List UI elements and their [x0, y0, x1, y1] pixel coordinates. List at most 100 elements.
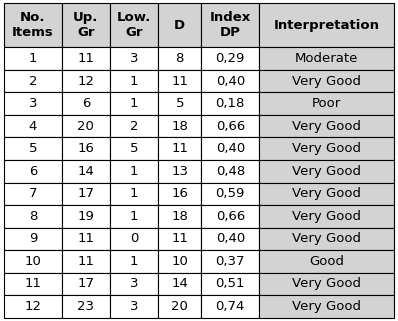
- Text: Index
DP: Index DP: [210, 11, 251, 39]
- Bar: [62, 273, 110, 295]
- Bar: [110, 137, 158, 160]
- Bar: [4, 70, 62, 92]
- Text: Very Good: Very Good: [292, 74, 361, 88]
- Bar: [4, 160, 62, 183]
- Bar: [201, 47, 259, 70]
- Bar: [158, 92, 201, 115]
- Text: 0,18: 0,18: [216, 97, 245, 110]
- Text: 3: 3: [130, 52, 138, 65]
- Bar: [158, 250, 201, 273]
- Bar: [158, 47, 201, 70]
- Bar: [110, 115, 158, 137]
- Bar: [158, 115, 201, 137]
- Text: Up.
Gr: Up. Gr: [73, 11, 99, 39]
- Bar: [4, 115, 62, 137]
- Bar: [110, 228, 158, 250]
- Bar: [201, 160, 259, 183]
- Bar: [4, 92, 62, 115]
- Bar: [62, 47, 110, 70]
- Bar: [158, 3, 201, 47]
- Text: 0,51: 0,51: [216, 277, 245, 291]
- Bar: [259, 3, 394, 47]
- Bar: [4, 183, 62, 205]
- Bar: [158, 70, 201, 92]
- Text: 17: 17: [77, 277, 94, 291]
- Text: 11: 11: [77, 52, 94, 65]
- Bar: [201, 183, 259, 205]
- Bar: [110, 92, 158, 115]
- Bar: [62, 205, 110, 228]
- Bar: [201, 92, 259, 115]
- Text: 11: 11: [171, 74, 188, 88]
- Bar: [158, 183, 201, 205]
- Text: 16: 16: [77, 142, 94, 155]
- Bar: [4, 47, 62, 70]
- Bar: [110, 205, 158, 228]
- Bar: [62, 92, 110, 115]
- Text: Very Good: Very Good: [292, 165, 361, 178]
- Bar: [201, 250, 259, 273]
- Bar: [62, 295, 110, 318]
- Bar: [158, 273, 201, 295]
- Text: 3: 3: [130, 277, 138, 291]
- Text: 8: 8: [176, 52, 184, 65]
- Bar: [259, 183, 394, 205]
- Text: Good: Good: [309, 255, 344, 268]
- Text: 16: 16: [171, 187, 188, 200]
- Text: 0,37: 0,37: [216, 255, 245, 268]
- Text: Very Good: Very Good: [292, 232, 361, 245]
- Bar: [259, 70, 394, 92]
- Bar: [259, 205, 394, 228]
- Bar: [259, 160, 394, 183]
- Text: 11: 11: [171, 232, 188, 245]
- Text: Very Good: Very Good: [292, 142, 361, 155]
- Text: 1: 1: [130, 74, 138, 88]
- Text: 0,40: 0,40: [216, 142, 245, 155]
- Text: 1: 1: [130, 255, 138, 268]
- Text: 0,48: 0,48: [216, 165, 245, 178]
- Text: Moderate: Moderate: [295, 52, 358, 65]
- Text: 20: 20: [77, 120, 94, 133]
- Bar: [259, 47, 394, 70]
- Text: 0,29: 0,29: [216, 52, 245, 65]
- Bar: [201, 115, 259, 137]
- Bar: [62, 3, 110, 47]
- Text: 5: 5: [29, 142, 37, 155]
- Text: No.
Items: No. Items: [12, 11, 54, 39]
- Bar: [110, 47, 158, 70]
- Text: 0,74: 0,74: [216, 300, 245, 313]
- Bar: [259, 250, 394, 273]
- Text: 0,40: 0,40: [216, 74, 245, 88]
- Text: 19: 19: [77, 210, 94, 223]
- Bar: [201, 295, 259, 318]
- Text: Interpretation: Interpretation: [273, 19, 380, 32]
- Bar: [158, 205, 201, 228]
- Text: 0: 0: [130, 232, 138, 245]
- Bar: [158, 295, 201, 318]
- Text: 12: 12: [77, 74, 94, 88]
- Text: 11: 11: [77, 255, 94, 268]
- Text: 14: 14: [171, 277, 188, 291]
- Text: 13: 13: [171, 165, 188, 178]
- Text: Very Good: Very Good: [292, 277, 361, 291]
- Bar: [201, 205, 259, 228]
- Text: 6: 6: [29, 165, 37, 178]
- Text: 1: 1: [130, 210, 138, 223]
- Text: 1: 1: [130, 187, 138, 200]
- Text: 0,40: 0,40: [216, 232, 245, 245]
- Text: 5: 5: [130, 142, 138, 155]
- Text: Poor: Poor: [312, 97, 341, 110]
- Bar: [259, 273, 394, 295]
- Bar: [4, 137, 62, 160]
- Bar: [62, 228, 110, 250]
- Bar: [4, 295, 62, 318]
- Bar: [158, 137, 201, 160]
- Text: 18: 18: [171, 120, 188, 133]
- Bar: [158, 228, 201, 250]
- Text: 3: 3: [29, 97, 37, 110]
- Bar: [201, 137, 259, 160]
- Bar: [259, 92, 394, 115]
- Bar: [4, 3, 62, 47]
- Bar: [110, 183, 158, 205]
- Bar: [110, 160, 158, 183]
